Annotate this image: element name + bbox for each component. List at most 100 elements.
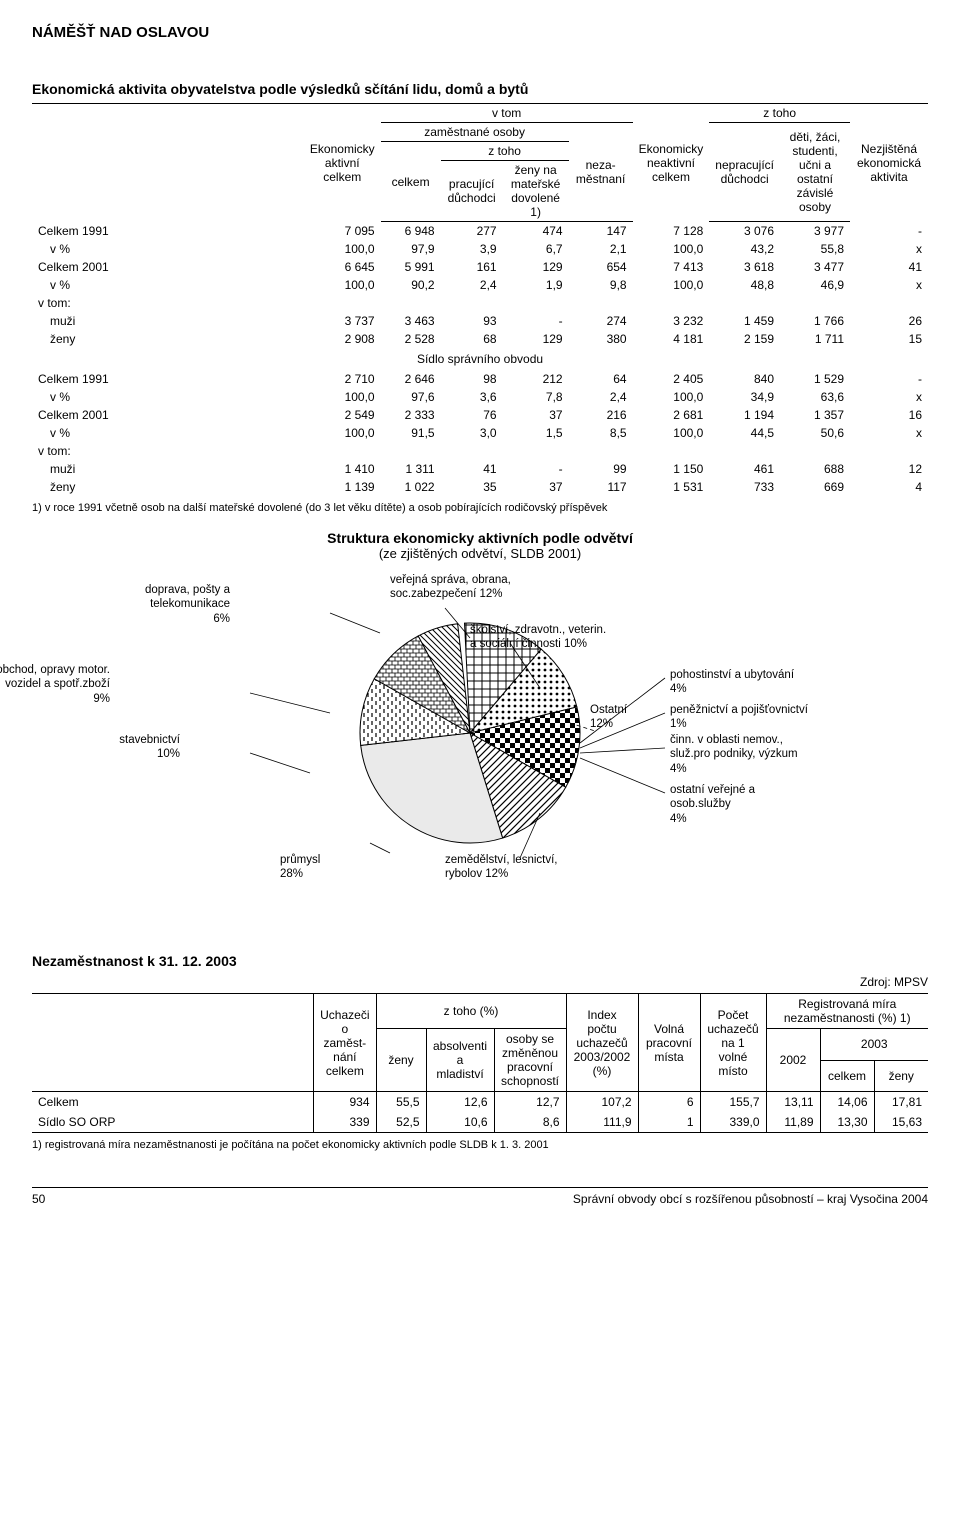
cell: 2,4 [569,388,633,406]
cell: 669 [780,478,850,496]
cell: 129 [503,330,569,348]
row-label: v tom: [32,442,304,460]
cell: 100,0 [633,424,710,442]
row-label: muži [32,460,304,478]
cell: 2 159 [709,330,780,348]
cell: 99 [569,460,633,478]
cell [441,294,503,312]
cell: 4 181 [633,330,710,348]
cell: 98 [441,370,503,388]
cell: 35 [441,478,503,496]
cell: 100,0 [633,240,710,258]
cell: 12,7 [494,1092,566,1113]
cell: 2 908 [304,330,381,348]
chart-title: Struktura ekonomicky aktivních podle odv… [32,530,928,546]
cell: 461 [709,460,780,478]
table-row: v %100,097,63,67,82,4100,034,963,6x [32,388,928,406]
cell: 7 128 [633,222,710,241]
th2-idx: Index počtu uchazečů 2003/2002 (%) [566,994,638,1092]
cell: 688 [780,460,850,478]
table-row: v tom: [32,294,928,312]
cell: 107,2 [566,1092,638,1113]
cell: 6 645 [304,258,381,276]
cell: 1,5 [503,424,569,442]
cell: 117 [569,478,633,496]
cell: 76 [441,406,503,424]
cell: 8,5 [569,424,633,442]
cell: 3 477 [780,258,850,276]
table-row: Celkem 19912 7102 64698212642 4058401 52… [32,370,928,388]
section-row: Sídlo správního obvodu [32,348,928,370]
cell: 55,5 [376,1092,426,1113]
cell [780,442,850,460]
cell: 93 [441,312,503,330]
cell: 1 022 [381,478,441,496]
pie-label: doprava, pošty atelekomunikace6% [145,583,230,626]
th2-celkem: celkem [820,1060,874,1092]
cell: 1 [638,1112,700,1133]
cell: 1 459 [709,312,780,330]
table-row: Celkem 20012 5492 33376372162 6811 1941 … [32,406,928,424]
unemployment-table: Uchazeči o zaměst- nání celkem z toho (%… [32,993,928,1133]
th-ztoho2: z toho [709,104,850,123]
th-nezj: Nezjištěná ekonomická aktivita [850,104,928,222]
cell: 934 [314,1092,376,1113]
cell [709,442,780,460]
cell: 100,0 [304,240,381,258]
cell: 3 232 [633,312,710,330]
cell: 1 711 [780,330,850,348]
pie-label: Ostatní12% [590,703,627,732]
cell: 16 [850,406,928,424]
row-label: Celkem 2001 [32,258,304,276]
cell: - [850,370,928,388]
cell: 37 [503,406,569,424]
cell: 2,4 [441,276,503,294]
th2-zeny2: ženy [874,1060,928,1092]
cell [441,442,503,460]
cell: 43,2 [709,240,780,258]
cell [503,442,569,460]
pie-label: obchod, opravy motor.vozidel a spotř.zbo… [0,663,110,706]
page-footer: 50 Správní obvody obcí s rozšířenou půso… [32,1187,928,1206]
th2-zps: osoby se změněnou pracovní schopností [494,1029,566,1092]
cell: 840 [709,370,780,388]
cell: 2,1 [569,240,633,258]
cell [569,442,633,460]
cell: 2 646 [381,370,441,388]
cell: 1 531 [633,478,710,496]
row-label: ženy [32,478,304,496]
cell: 1 139 [304,478,381,496]
th-ztoho: z toho [441,142,569,161]
cell: 34,9 [709,388,780,406]
cell: 50,6 [780,424,850,442]
cell [381,294,441,312]
cell [850,294,928,312]
row-label: Celkem 2001 [32,406,304,424]
cell: 7,8 [503,388,569,406]
pie-chart: veřejná správa, obrana,soc.zabezpečení 1… [50,573,910,913]
cell [850,442,928,460]
cell: 474 [503,222,569,241]
cell: 212 [503,370,569,388]
th2-2002: 2002 [766,1029,820,1092]
footnote-1: 1) v roce 1991 včetně osob na další mate… [32,502,928,514]
cell: 2 549 [304,406,381,424]
source-label: Zdroj: MPSV [32,975,928,989]
cell: 10,6 [426,1112,494,1133]
row-label: v % [32,240,304,258]
table-row: v %100,091,53,01,58,5100,044,550,6x [32,424,928,442]
th2-2003: 2003 [820,1029,928,1061]
cell: 733 [709,478,780,496]
row-label: ženy [32,330,304,348]
table-row: v %100,090,22,41,99,8100,048,846,9x [32,276,928,294]
cell: 7 413 [633,258,710,276]
cell: 12 [850,460,928,478]
section-label: Sídlo správního obvodu [32,348,928,370]
table-row: Celkem 20016 6455 9911611296547 4133 618… [32,258,928,276]
cell [569,294,633,312]
th2-zeny: ženy [376,1029,426,1092]
cell: 41 [850,258,928,276]
pie-sublabel: činn. v oblasti nemov.,služ.pro podniky,… [670,733,798,776]
cell: x [850,424,928,442]
cell: 2 710 [304,370,381,388]
